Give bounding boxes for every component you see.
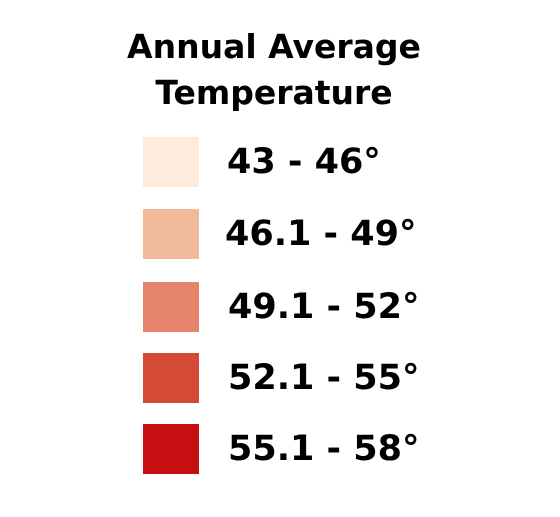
legend-item-label: 46.1 - 49° <box>225 214 417 254</box>
legend-item-label: 49.1 - 52° <box>228 287 420 327</box>
legend-title-line-1: Annual Average <box>127 27 421 66</box>
legend-title-line-2: Temperature <box>155 73 393 112</box>
legend-item-label: 55.1 - 58° <box>228 429 420 469</box>
legend-swatch <box>143 282 199 332</box>
legend-item: 55.1 - 58° <box>0 424 560 474</box>
legend-swatch <box>143 209 199 259</box>
legend-item: 49.1 - 52° <box>0 282 560 332</box>
legend-item-label: 43 - 46° <box>227 142 381 182</box>
legend-item: 52.1 - 55° <box>0 353 560 403</box>
legend-title: Annual Average Temperature <box>0 24 548 116</box>
legend-item-label: 52.1 - 55° <box>228 358 420 398</box>
legend-swatch <box>143 353 199 403</box>
legend-swatch <box>143 424 199 474</box>
legend-item: 43 - 46° <box>0 137 560 187</box>
legend-item: 46.1 - 49° <box>0 209 560 259</box>
legend-swatch <box>143 137 199 187</box>
